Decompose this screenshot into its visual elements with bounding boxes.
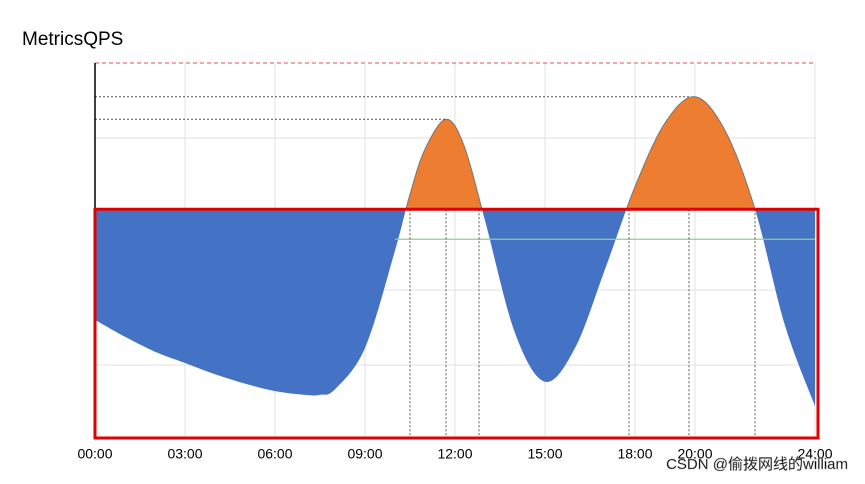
chart-title: MetricsQPS [22,29,123,50]
x-tick-label: 15:00 [527,446,562,462]
x-tick-label: 24:00 [797,446,832,462]
x-tick-label: 03:00 [167,446,202,462]
area-below [95,209,815,407]
x-tick-label: 18:00 [617,446,652,462]
curve-line [405,96,756,210]
highlight-box [93,207,820,440]
x-tick-label: 00:00 [77,446,112,462]
area-above [95,96,815,210]
x-tick-label: 12:00 [437,446,472,462]
watermark: CSDN @偷拨网线的william [666,456,848,473]
x-tick-label: 20:00 [677,446,712,462]
x-tick-label: 09:00 [347,446,382,462]
x-tick-label: 06:00 [257,446,292,462]
